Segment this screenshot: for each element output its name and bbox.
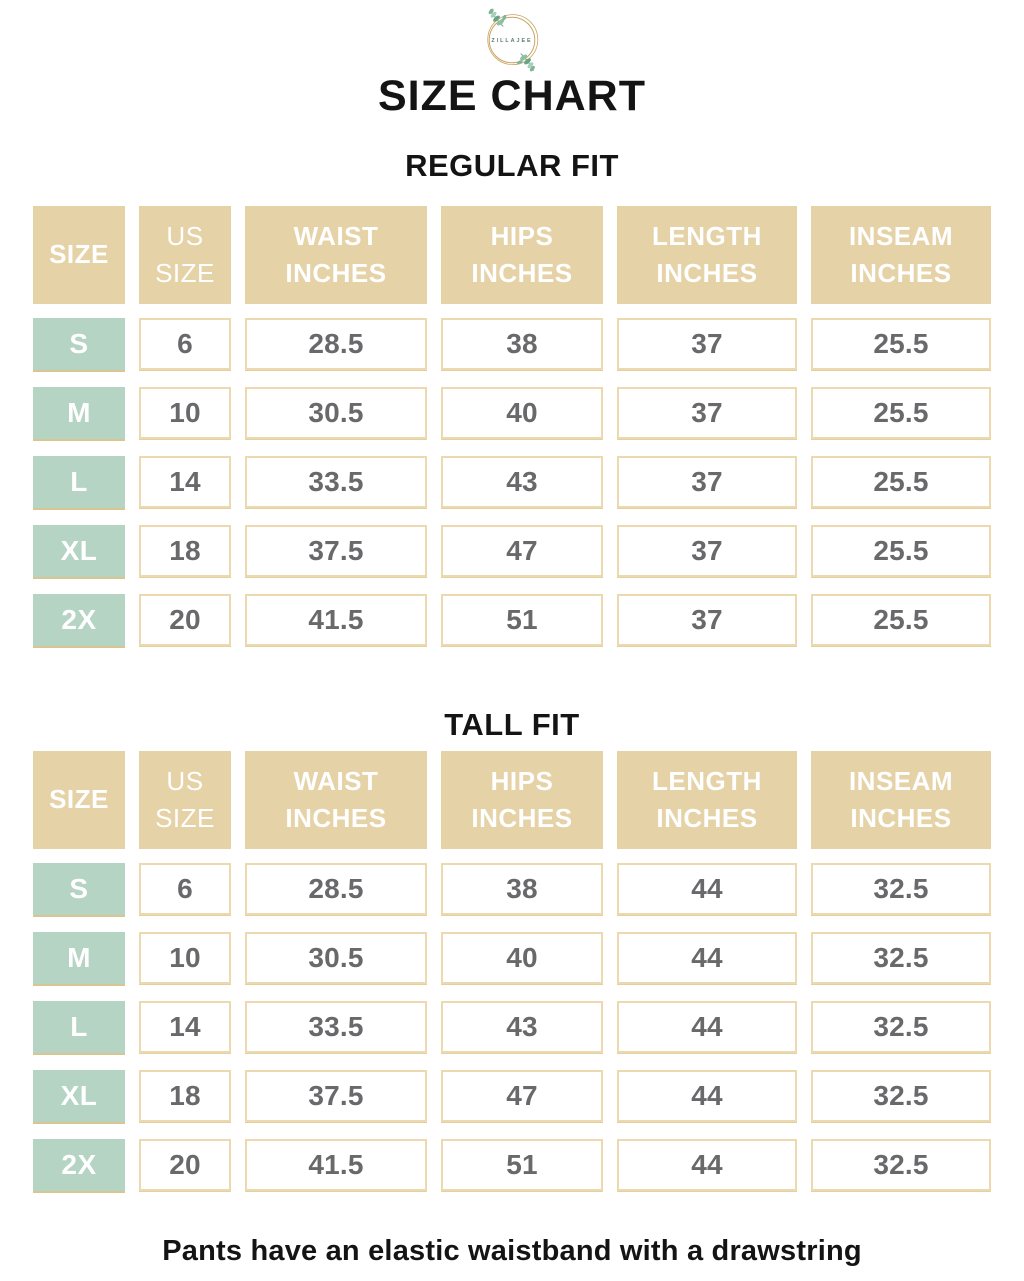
waist-value: 41.5 [245,1139,427,1192]
size-cell: M [33,387,125,440]
length-value: 44 [617,1070,797,1123]
col-header-size: SIZE [33,751,125,850]
leaf-sprig-bottom-right [516,53,535,72]
hips-value: 38 [441,318,603,371]
col-header-size: SIZE [33,206,125,305]
waist-value: 37.5 [245,525,427,578]
waist-value: 33.5 [245,456,427,509]
inseam-value: 25.5 [811,456,991,509]
col-header-inseam: INSEAM INCHES [811,751,991,850]
inseam-value: 25.5 [811,387,991,440]
inseam-value: 32.5 [811,1139,991,1192]
col-header-us-size: US SIZE [139,206,231,305]
us-size-value: 10 [139,932,231,985]
table-header-row: SIZE US SIZE WAIST INCHES HIPS INCHES LE… [33,751,991,850]
hips-value: 51 [441,594,603,647]
size-cell: 2X [33,1139,125,1192]
regular-fit-table: SIZE US SIZE WAIST INCHES HIPS INCHES LE… [33,206,991,647]
hips-value: 47 [441,525,603,578]
table-body: S 6 28.5 38 37 25.5 M 10 30.5 40 37 25.5… [33,318,991,647]
brand-text: ZILLAJEE [491,38,532,44]
hips-value: 40 [441,932,603,985]
us-size-value: 14 [139,456,231,509]
size-cell: L [33,456,125,509]
us-size-value: 6 [139,863,231,916]
col-header-hips: HIPS INCHES [441,206,603,305]
length-value: 44 [617,932,797,985]
length-value: 37 [617,525,797,578]
regular-fit-title: REGULAR FIT [405,148,619,184]
col-header-us-size: US SIZE [139,751,231,850]
size-cell: L [33,1001,125,1054]
col-header-hips: HIPS INCHES [441,751,603,850]
inseam-value: 25.5 [811,318,991,371]
inseam-value: 25.5 [811,594,991,647]
size-cell: XL [33,525,125,578]
tall-fit-title: TALL FIT [444,707,580,743]
table-body: S 6 28.5 38 44 32.5 M 10 30.5 40 44 32.5… [33,863,991,1192]
size-cell: XL [33,1070,125,1123]
hips-value: 38 [441,863,603,916]
footer-note: Pants have an elastic waistband with a d… [162,1235,862,1268]
length-value: 44 [617,863,797,916]
us-size-value: 18 [139,1070,231,1123]
table-header-row: SIZE US SIZE WAIST INCHES HIPS INCHES LE… [33,206,991,305]
waist-value: 33.5 [245,1001,427,1054]
size-cell: S [33,863,125,916]
hips-value: 43 [441,1001,603,1054]
length-value: 37 [617,318,797,371]
eucalyptus-wreath-icon: ZILLAJEE [487,8,539,72]
us-size-value: 14 [139,1001,231,1054]
waist-value: 41.5 [245,594,427,647]
length-value: 37 [617,456,797,509]
length-value: 37 [617,594,797,647]
hips-value: 51 [441,1139,603,1192]
col-header-waist: WAIST INCHES [245,206,427,305]
size-cell: S [33,318,125,371]
waist-value: 30.5 [245,932,427,985]
inseam-value: 32.5 [811,1001,991,1054]
us-size-value: 18 [139,525,231,578]
size-cell: 2X [33,594,125,647]
us-size-value: 6 [139,318,231,371]
waist-value: 28.5 [245,318,427,371]
col-header-waist: WAIST INCHES [245,751,427,850]
inseam-value: 32.5 [811,1070,991,1123]
inseam-value: 32.5 [811,863,991,916]
waist-value: 37.5 [245,1070,427,1123]
waist-value: 30.5 [245,387,427,440]
hips-value: 40 [441,387,603,440]
us-size-value: 20 [139,1139,231,1192]
brand-logo: ZILLAJEE [0,0,1024,72]
length-value: 44 [617,1001,797,1054]
size-cell: M [33,932,125,985]
leaf-sprig-top-left [488,8,507,27]
length-value: 37 [617,387,797,440]
us-size-value: 10 [139,387,231,440]
col-header-inseam: INSEAM INCHES [811,206,991,305]
length-value: 44 [617,1139,797,1192]
inseam-value: 25.5 [811,525,991,578]
us-size-value: 20 [139,594,231,647]
waist-value: 28.5 [245,863,427,916]
page-title: SIZE CHART [378,72,646,120]
tall-fit-table: SIZE US SIZE WAIST INCHES HIPS INCHES LE… [33,751,991,1192]
hips-value: 43 [441,456,603,509]
col-header-length: LENGTH INCHES [617,206,797,305]
hips-value: 47 [441,1070,603,1123]
inseam-value: 32.5 [811,932,991,985]
col-header-length: LENGTH INCHES [617,751,797,850]
